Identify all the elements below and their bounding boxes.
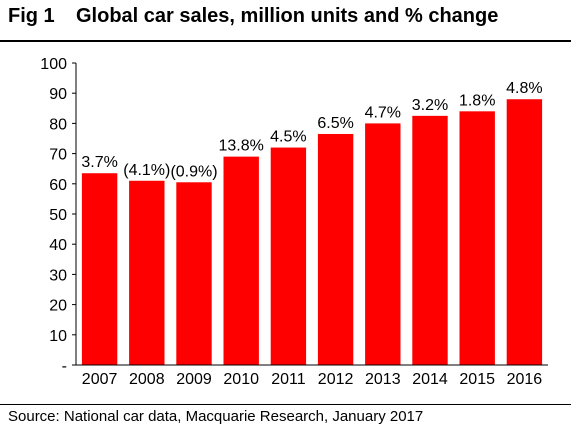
- source-note: Source: National car data, Macquarie Res…: [8, 408, 424, 425]
- figure-title: Global car sales, million units and % ch…: [76, 5, 499, 27]
- data-label-2012: 6.5%: [317, 115, 353, 132]
- x-tick-label-2011: 2011: [271, 371, 306, 388]
- x-tick-label-2009: 2009: [176, 371, 212, 388]
- x-tick-label-2015: 2015: [459, 371, 495, 388]
- x-tick-label-2010: 2010: [223, 371, 259, 388]
- x-tick-label-2014: 2014: [412, 371, 448, 388]
- data-label-2015: 1.8%: [459, 92, 495, 109]
- y-tick-label-10: 10: [49, 328, 67, 345]
- y-tick-label-0: -: [62, 358, 67, 375]
- y-tick-label-30: 30: [49, 267, 67, 284]
- x-tick-label-2016: 2016: [507, 371, 543, 388]
- data-label-2010: 13.8%: [219, 138, 264, 155]
- footer-rule: [0, 404, 571, 405]
- bar-chart: 3.7%2007(4.1%)2008(0.9%)200913.8%20104.5…: [40, 56, 548, 388]
- data-label-2008: (4.1%): [123, 162, 170, 179]
- bar-2007: [81, 173, 118, 365]
- bar-2009: [176, 182, 212, 365]
- figure-label: Fig 1: [8, 5, 55, 27]
- y-tick-label-100: 100: [40, 56, 67, 73]
- y-tick-label-20: 20: [49, 298, 67, 315]
- data-label-2013: 4.7%: [365, 104, 401, 121]
- data-label-2009: (0.9%): [170, 163, 217, 180]
- y-tick-label-80: 80: [49, 116, 67, 133]
- data-label-2014: 3.2%: [412, 97, 448, 114]
- bar-2016: [506, 99, 543, 366]
- y-tick-label-60: 60: [49, 177, 67, 194]
- data-label-2011: 4.5%: [270, 129, 306, 146]
- x-tick-label-2007: 2007: [82, 371, 118, 388]
- x-tick-label-2008: 2008: [129, 371, 165, 388]
- figure-header: Fig 1 Global car sales, million units an…: [0, 0, 571, 42]
- y-tick-label-70: 70: [49, 147, 67, 164]
- x-tick-label-2012: 2012: [318, 371, 354, 388]
- bar-2012: [317, 133, 354, 365]
- bar-2013: [365, 123, 401, 366]
- bar-2011: [270, 147, 307, 365]
- bar-2008: [129, 180, 165, 365]
- bar-2015: [459, 111, 495, 365]
- y-tick-label-40: 40: [49, 237, 67, 254]
- y-tick-label-50: 50: [49, 207, 67, 224]
- header-rule: [0, 40, 571, 42]
- bar-2014: [412, 115, 448, 365]
- data-label-2016: 4.8%: [506, 80, 542, 97]
- y-tick-label-90: 90: [49, 86, 67, 103]
- bar-2010: [223, 156, 259, 365]
- x-tick-label-2013: 2013: [365, 371, 401, 388]
- data-label-2007: 3.7%: [81, 154, 117, 171]
